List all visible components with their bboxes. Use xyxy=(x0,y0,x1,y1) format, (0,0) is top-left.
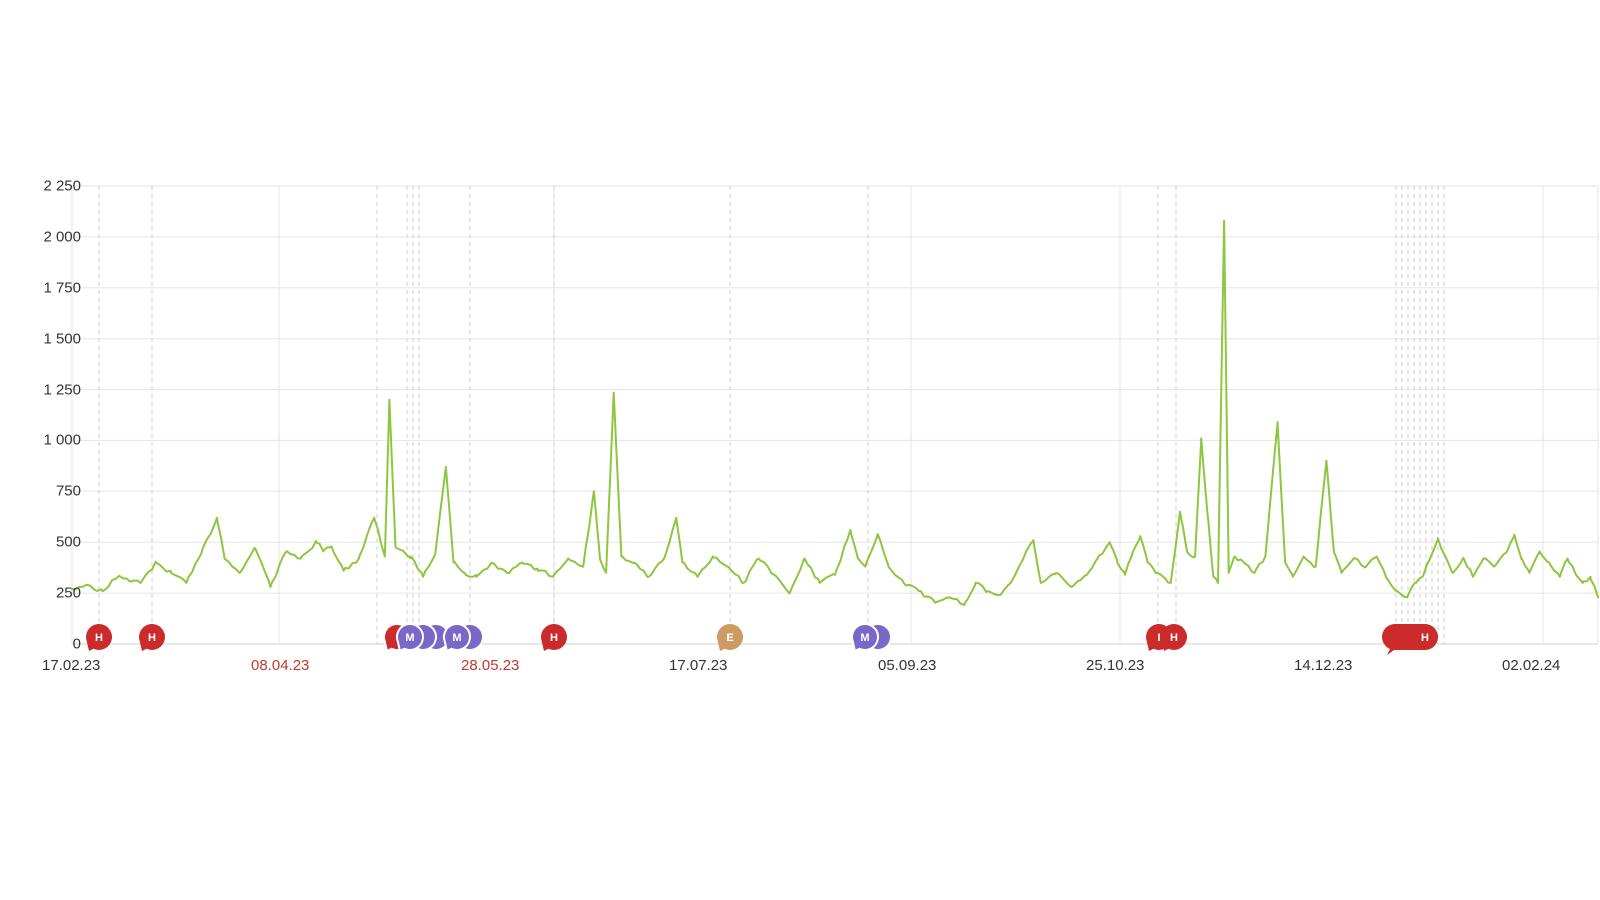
svg-text:M: M xyxy=(405,632,414,644)
svg-text:H: H xyxy=(1170,632,1178,644)
svg-text:M: M xyxy=(860,632,869,644)
svg-text:H: H xyxy=(1421,632,1429,644)
svg-text:I: I xyxy=(1157,632,1160,644)
svg-text:H: H xyxy=(550,632,558,644)
svg-text:E: E xyxy=(726,632,733,644)
svg-text:M: M xyxy=(452,632,461,644)
svg-text:H: H xyxy=(148,632,156,644)
svg-text:H: H xyxy=(95,632,103,644)
